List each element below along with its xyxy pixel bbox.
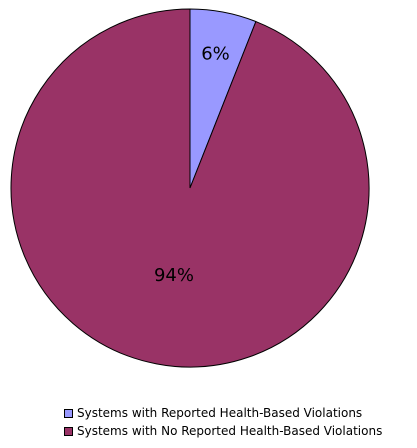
legend-swatch-reported [64,408,73,418]
pie-label-1: 94% [154,265,194,286]
pie-slice-1 [10,8,370,368]
pie-label-0: 6% [201,43,230,64]
legend-label-reported: Systems with Reported Health-Based Viola… [77,406,363,420]
legend: Systems with Reported Health-Based Viola… [64,404,382,440]
pie-slices [10,8,370,368]
legend-label-no-reported: Systems with No Reported Health-Based Vi… [77,424,383,438]
legend-item-reported: Systems with Reported Health-Based Viola… [64,404,382,422]
legend-swatch-no-reported [64,426,73,436]
legend-item-no-reported: Systems with No Reported Health-Based Vi… [64,422,382,440]
pie-labels: 6% 94% [154,43,230,286]
